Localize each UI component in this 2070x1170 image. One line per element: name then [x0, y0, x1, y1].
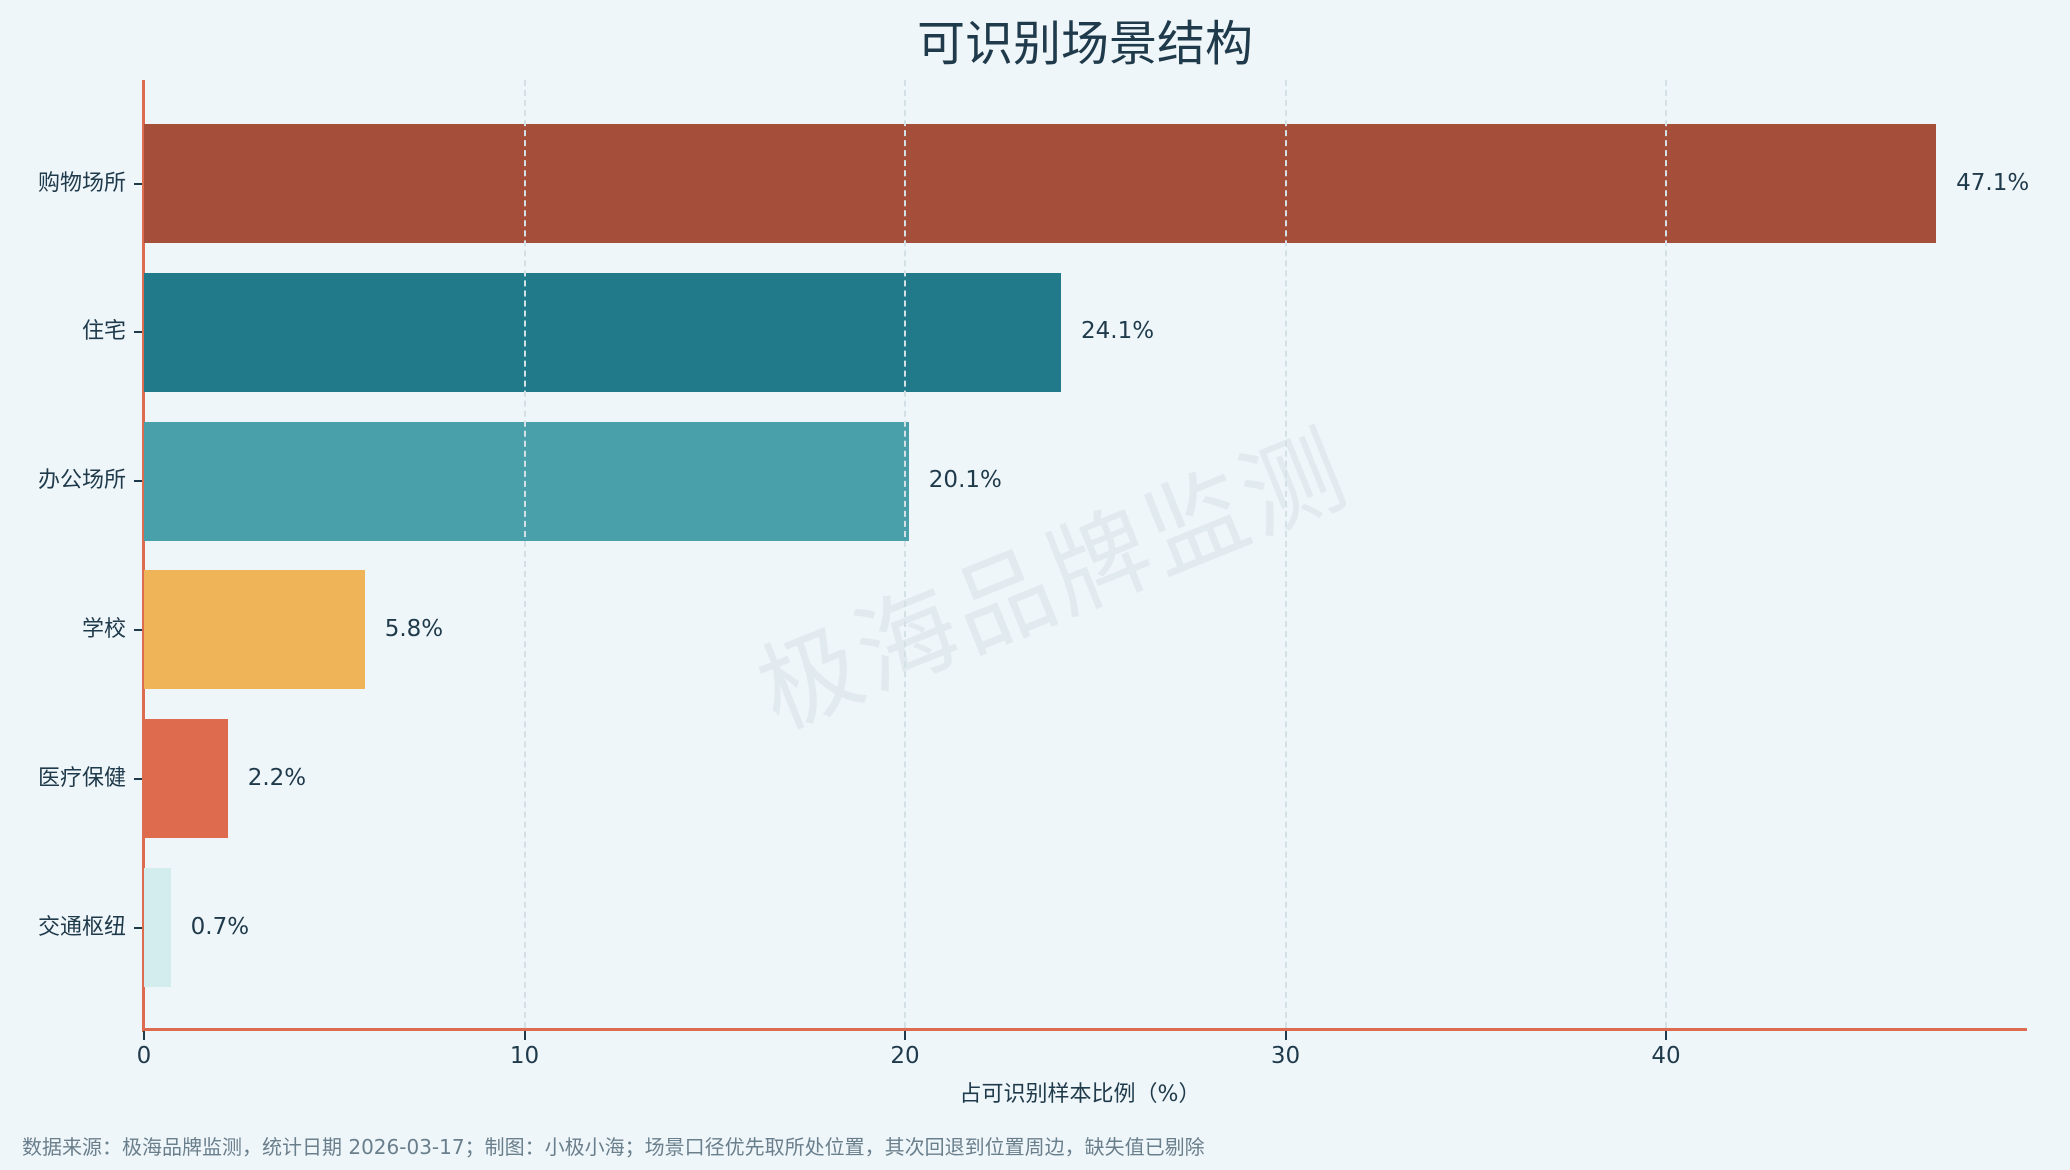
- x-axis-line: [142, 1028, 2027, 1031]
- gridline: [1665, 80, 1667, 1028]
- x-axis-label: 占可识别样本比例（%）: [959, 1082, 1201, 1107]
- x-tick-label: 10: [509, 1043, 540, 1069]
- y-tick-mark: [134, 480, 143, 483]
- bar-value-label: 20.1%: [928, 467, 1002, 494]
- y-tick-label: 办公场所: [37, 468, 126, 494]
- gridline: [523, 80, 526, 1028]
- bar: [144, 124, 1937, 243]
- gridline: [904, 80, 906, 1028]
- x-tick-label: 30: [1270, 1043, 1301, 1069]
- x-tick-label: 20: [890, 1043, 920, 1069]
- x-tick-mark: [1284, 1031, 1287, 1040]
- bar: [144, 272, 1061, 392]
- y-tick-mark: [134, 182, 143, 185]
- bar-value-label: 47.1%: [1956, 169, 2030, 196]
- x-tick-label: 40: [1651, 1043, 1681, 1069]
- bar: [144, 868, 171, 987]
- x-tick-label: 0: [136, 1043, 152, 1069]
- y-tick-mark: [134, 331, 143, 334]
- chart-title: 可识别场景结构: [916, 16, 1253, 72]
- bar-value-label: 5.8%: [384, 615, 444, 642]
- x-tick-mark: [143, 1031, 145, 1040]
- y-tick-label: 住宅: [81, 319, 126, 345]
- y-tick-label: 医疗保健: [37, 765, 126, 791]
- bar-value-label: 24.1%: [1081, 318, 1155, 345]
- x-tick-mark: [523, 1031, 526, 1040]
- y-tick-label: 交通枢纽: [37, 914, 126, 940]
- y-tick-mark: [134, 777, 143, 780]
- y-axis-line: [142, 80, 145, 1032]
- footnote: 数据来源：极海品牌监测，统计日期 2026-03-17；制图：小极小海；场景口径…: [22, 1135, 1205, 1159]
- bar: [144, 421, 909, 541]
- bar: [144, 719, 228, 839]
- y-tick-label: 购物场所: [37, 170, 126, 196]
- bar: [144, 570, 365, 690]
- y-tick-mark: [134, 628, 143, 631]
- x-tick-mark: [1665, 1031, 1667, 1040]
- bar-value-label: 0.7%: [190, 913, 250, 940]
- gridline: [1284, 80, 1287, 1028]
- bar-value-label: 2.2%: [247, 764, 307, 791]
- y-tick-mark: [134, 926, 143, 929]
- x-tick-mark: [904, 1031, 906, 1040]
- y-tick-label: 学校: [81, 616, 126, 642]
